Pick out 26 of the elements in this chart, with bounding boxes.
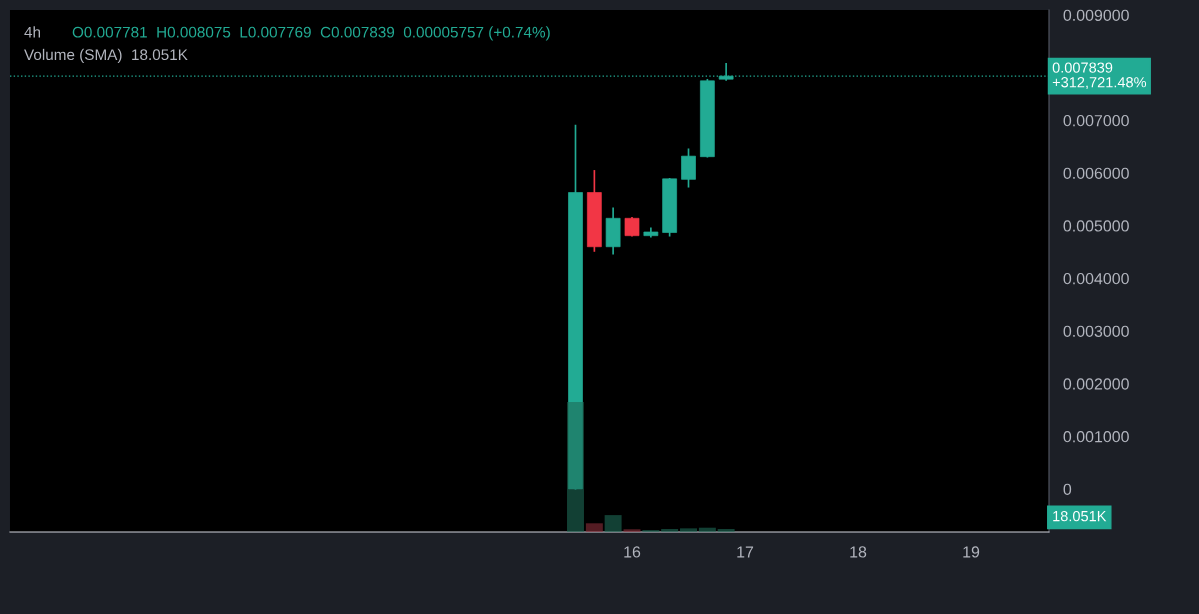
candlestick	[681, 148, 696, 188]
x-tick-label: 18	[850, 546, 867, 558]
annotation: O0.007781 H0.008075 L0.007769 C0.007839 0.00005757 (+0.74%)	[72, 26, 550, 41]
text: 18.051K	[1053, 510, 1107, 522]
y-tick-label: 0	[1063, 483, 1072, 495]
y-tick-label: 0.009000	[1063, 9, 1129, 21]
bar	[585, 523, 603, 532]
bar	[604, 515, 622, 532]
bar	[661, 529, 679, 532]
annotation: 4h	[24, 26, 40, 38]
y-tick-label: 0.002000	[1063, 378, 1129, 390]
y-tick-label: 0.005000	[1063, 220, 1129, 232]
bar	[623, 529, 641, 532]
y-tick-label: 0.004000	[1063, 272, 1129, 285]
y-tick-label: 0.001000	[1063, 430, 1129, 443]
x-tick-label: 16	[624, 546, 641, 558]
x-tick-label: 17	[737, 546, 754, 558]
ref-line-label: 0.007839 +312,721.48%	[1052, 62, 1147, 90]
x-tick-label: 19	[963, 546, 980, 558]
y-tick-label: 0.003000	[1063, 325, 1129, 337]
annotation: Volume (SMA) 18.051K	[24, 48, 188, 64]
y-tick-label: 0.006000	[1063, 167, 1129, 179]
bar	[717, 529, 735, 532]
y-tick-label: 0.007000	[1063, 114, 1129, 127]
bar	[698, 527, 716, 532]
bar	[680, 528, 697, 532]
